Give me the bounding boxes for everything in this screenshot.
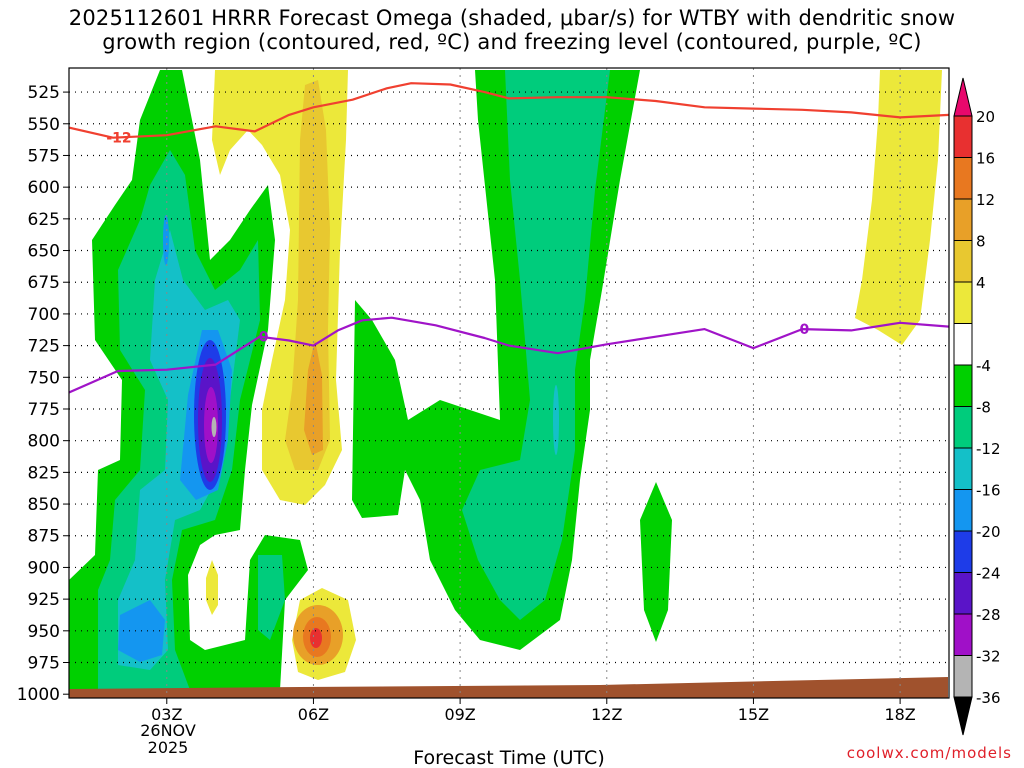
chart-title-line1: 2025112601 HRRR Forecast Omega (shaded, … [68, 6, 956, 30]
contour-line-1 [69, 316, 949, 394]
omega-core-gray [211, 417, 217, 437]
y-tick-label: 675 [28, 273, 60, 293]
colorbar-tick-label: 12 [976, 191, 995, 209]
x-axis-label: Forecast Time (UTC) [413, 747, 604, 768]
x-date-day: 26NOV [140, 721, 196, 740]
x-tick-label: 12Z [591, 705, 622, 724]
omega-region-mid-streak [553, 385, 559, 455]
y-tick-label: 825 [28, 463, 60, 483]
y-tick-label: 800 [28, 432, 60, 452]
contour-line-0 [69, 82, 949, 139]
y-tick-label: 725 [28, 337, 60, 357]
x-axis: 03Z 06Z 09Z 12Z 15Z 18Z [151, 698, 916, 724]
x-tick-label: 15Z [738, 705, 769, 724]
chart-title-line2: growth region (contoured, red, ºC) and f… [102, 30, 922, 54]
y-tick-label: 950 [28, 622, 60, 642]
colorbar-tick-label: -8 [976, 399, 991, 417]
colorbar-bottom-arrow [953, 696, 973, 736]
colorbar-segment [953, 198, 973, 241]
terrain-ground [69, 677, 948, 698]
contour-label: -12 [106, 131, 131, 147]
colorbar-segment [953, 240, 973, 283]
y-tick-label: 700 [28, 305, 60, 325]
colorbar-tick-label: 20 [976, 108, 995, 126]
y-tick-label: 850 [28, 495, 60, 515]
y-tick-label: 875 [28, 527, 60, 547]
y-tick-label: 750 [28, 368, 60, 388]
omega-shading [69, 70, 948, 698]
chart-title: 2025112601 HRRR Forecast Omega (shaded, … [0, 6, 1024, 54]
plot-frame [68, 67, 950, 699]
omega-region-13z-green [640, 482, 672, 642]
colorbar-tick-label: 16 [976, 150, 995, 168]
colorbar-segment [953, 115, 973, 158]
y-axis: 525 550 575 600 625 650 675 700 725 750 775 800 825 8… [17, 83, 69, 705]
y-tick-label: 625 [28, 210, 60, 230]
y-tick-label: 900 [28, 558, 60, 578]
colorbar-tick-label: -16 [976, 482, 1001, 500]
y-tick-label: 925 [28, 590, 60, 610]
y-tick-label: 1000 [17, 685, 60, 705]
omega-region-right-yellow [855, 70, 942, 345]
colorbar-tick-label: -20 [976, 523, 1001, 541]
y-tick-label: 650 [28, 242, 60, 262]
colorbar-tick-label: -24 [976, 565, 1001, 583]
y-tick-label: 775 [28, 400, 60, 420]
colorbar-tick-label: -36 [976, 689, 1001, 707]
omega-core-purple [204, 387, 218, 463]
contour-label: 0 [799, 322, 809, 338]
colorbar-segment [953, 447, 973, 490]
y-tick-label: 575 [28, 146, 60, 166]
colorbar-segment [953, 613, 973, 656]
credit-text: coolwx.com/models [846, 744, 1012, 762]
colorbar-tick-label: -32 [976, 648, 1001, 666]
omega-region-mid-teal [462, 70, 610, 620]
x-tick-label: 09Z [444, 705, 475, 724]
contour-label: 0 [259, 330, 269, 346]
colorbar-tick-label: 8 [976, 233, 986, 251]
colorbar-tick-label: -12 [976, 440, 1001, 458]
colorbar-tick-label: 4 [976, 274, 986, 292]
colorbar-tick-label: -4 [976, 357, 991, 375]
colorbar: 20 16 12 8 4 -4 -8 -12 -16 -20 -24 -28 -32 -36 [953, 77, 1001, 736]
colorbar-tick-label: -28 [976, 606, 1001, 624]
gridlines [69, 68, 949, 698]
colorbar-top-arrow [953, 77, 973, 117]
colorbar-segment [953, 323, 973, 366]
colorbar-segment [953, 530, 973, 573]
colorbar-segment [953, 572, 973, 615]
x-tick-label: 03Z [151, 705, 182, 724]
y-tick-label: 975 [28, 654, 60, 674]
colorbar-segment [953, 364, 973, 407]
contour-lines: -12 0 0 [69, 82, 949, 394]
x-tick-label: 18Z [884, 705, 915, 724]
x-date-year: 2025 [148, 738, 189, 757]
x-tick-label: 06Z [298, 705, 329, 724]
omega-small-blue-streak [163, 215, 169, 265]
y-tick-label: 600 [28, 178, 60, 198]
y-tick-label: 550 [28, 115, 60, 135]
colorbar-segment [953, 281, 973, 324]
colorbar-segment [953, 157, 973, 200]
colorbar-segment [953, 655, 973, 698]
colorbar-segment [953, 489, 973, 532]
colorbar-segment [953, 406, 973, 449]
y-tick-label: 525 [28, 83, 60, 103]
